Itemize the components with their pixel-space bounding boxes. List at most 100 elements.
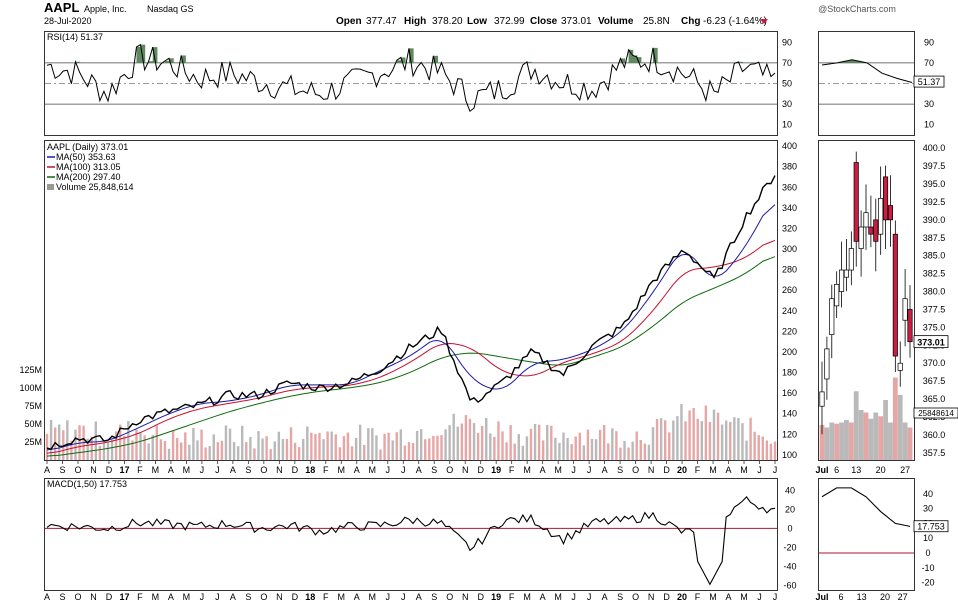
volume-bar	[204, 447, 207, 460]
volume-bar	[529, 428, 533, 460]
candle-up	[819, 391, 825, 407]
volume-bar	[249, 436, 252, 460]
price-panel: 125M100M75M50M25M40038036034032030028026…	[19, 141, 797, 475]
zoom-macd-last-value: 17.753	[917, 522, 945, 532]
macd-xtick-label: M	[338, 592, 346, 602]
zoom-price-ytick-label: 380.0	[923, 287, 946, 297]
zoom-macd-ytick-label: 40	[923, 489, 933, 499]
macd-xtick-label: O	[260, 592, 267, 602]
price-ytick-label: 180	[782, 368, 797, 378]
volume-bar	[220, 440, 224, 460]
volume-bar	[480, 426, 484, 460]
price-xtick-label: J	[571, 465, 576, 475]
ma50-legend-text: MA(50) 353.63	[56, 152, 116, 162]
volume-bar	[493, 436, 496, 460]
volume-bar	[375, 435, 378, 460]
price-xtick-label: D	[477, 465, 484, 475]
macd-line	[46, 496, 776, 586]
volume-bar	[448, 425, 451, 460]
price-xtick-label: N	[90, 465, 97, 475]
volume-bar	[354, 437, 358, 460]
volume-bar	[680, 403, 683, 460]
volume-bar	[716, 412, 720, 460]
macd-xtick-label: J	[587, 592, 592, 602]
price-ytick-label: 200	[782, 347, 797, 357]
volume-bar	[285, 438, 289, 460]
candle-up	[834, 284, 840, 307]
zoom-xtick-label: 13	[851, 465, 861, 475]
price-xtick-label: A	[44, 465, 50, 475]
price-xtick-label: D	[663, 465, 670, 475]
macd-xtick-label: 20	[677, 592, 687, 602]
rsi-panel-frame	[44, 31, 778, 136]
legend-background	[45, 141, 167, 193]
symbol-text: AAPL	[44, 0, 79, 15]
zoom-rsi-ytick-label: 10	[924, 120, 934, 130]
price-panel-frame	[44, 140, 778, 461]
volume-bar	[419, 429, 423, 460]
volume-bar	[436, 435, 439, 460]
volume-bar	[310, 432, 313, 460]
volume-bar	[224, 425, 228, 460]
price-xtick-label: S	[245, 465, 251, 475]
zoom-rsi-last-value-box	[913, 75, 945, 88]
zoom-price-ytick-label: 395.0	[923, 179, 946, 189]
volume-bar	[391, 440, 394, 460]
candle-down	[907, 309, 913, 343]
zoom-volume-bar	[892, 377, 898, 460]
price-xtick-label: F	[695, 465, 701, 475]
zoom-xtick-label: 6	[834, 465, 839, 475]
volume-bar	[175, 437, 179, 460]
macd-xtick-label: A	[602, 592, 608, 602]
volume-bar	[326, 431, 329, 460]
volume-bar	[208, 446, 211, 460]
price-xtick-label: N	[462, 465, 469, 475]
macd-xtick-label: M	[152, 592, 160, 602]
macd-xtick-label: N	[276, 592, 283, 602]
volume-ytick-label: 100M	[19, 383, 42, 393]
price-xtick-label: N	[648, 465, 655, 475]
price-ytick-label: 280	[782, 265, 797, 275]
zoom-macd-line	[821, 487, 911, 527]
macd-ytick-label: -20	[783, 542, 796, 552]
price-ytick-label: 240	[782, 306, 797, 316]
macd-xtick-label: S	[431, 592, 437, 602]
volume-bar	[106, 442, 110, 460]
rsi-overbought-fill	[396, 60, 402, 63]
open-value: 377.47	[366, 16, 397, 27]
zoom-price-ytick-label: 365.0	[923, 394, 946, 404]
zoom-price-ytick-label: 377.5	[923, 304, 946, 314]
macd-xtick-label: O	[446, 592, 453, 602]
candle-down	[868, 226, 874, 235]
volume-bar	[383, 433, 386, 460]
watermark-text: @StockCharts.com	[818, 4, 896, 14]
ma100-legend-text: MA(100) 313.05	[56, 162, 121, 172]
price-xtick-label: D	[106, 465, 113, 475]
volume-bar	[314, 433, 317, 460]
macd-xtick-label: M	[709, 592, 717, 602]
price-xtick-label: A	[540, 465, 546, 475]
volume-bar	[119, 424, 122, 460]
date-text: 28-Jul-2020	[44, 16, 92, 26]
volume-bar	[269, 449, 272, 460]
volume-bar	[180, 442, 183, 460]
macd-xtick-label: D	[106, 592, 113, 602]
price-xtick-label: J	[200, 465, 205, 475]
zoom-volume-bar	[907, 427, 913, 460]
volume-bar	[749, 417, 752, 460]
volume-bar	[70, 440, 73, 460]
rsi-overbought-fill	[169, 58, 174, 63]
macd-xtick-label: O	[74, 592, 81, 602]
volume-bar	[631, 441, 634, 460]
volume-bar	[655, 418, 659, 460]
zoom-volume-bar	[897, 395, 903, 460]
price-xtick-label: O	[260, 465, 267, 475]
macd-xtick-label: A	[726, 592, 732, 602]
volume-bar	[143, 435, 146, 460]
chg-value: -6.23 (-1.64%)	[703, 16, 767, 27]
macd-xtick-label: M	[369, 592, 377, 602]
volume-bar	[395, 432, 398, 460]
volume-bar	[350, 446, 354, 460]
volume-bar	[757, 435, 760, 460]
volume-bar	[241, 425, 244, 460]
